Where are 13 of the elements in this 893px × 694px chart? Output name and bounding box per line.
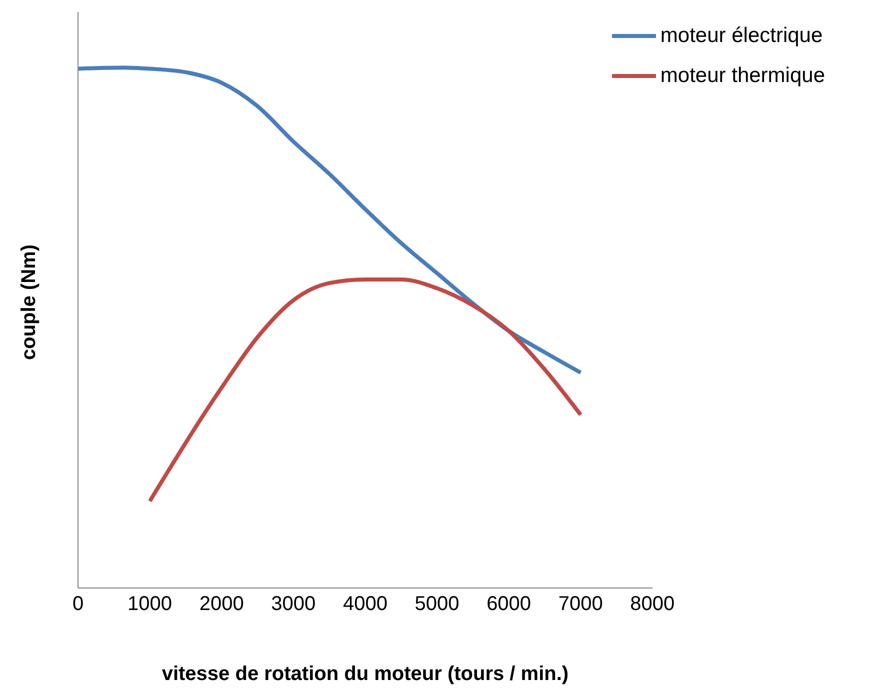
x-tick-label: 1000 <box>128 593 172 616</box>
x-tick-label: 3000 <box>271 593 316 616</box>
x-tick-label: 8000 <box>630 593 675 616</box>
legend-label: moteur thermique <box>660 63 825 89</box>
legend-label: moteur électrique <box>660 23 823 49</box>
x-tick-label: 2000 <box>199 593 244 616</box>
x-tick-label: 4000 <box>342 593 388 616</box>
y-axis-title: couple (Nm) <box>18 244 40 360</box>
x-axis-title: vitesse de rotation du moteur (tours / min.) <box>162 663 569 685</box>
x-tick-label: 6000 <box>486 593 532 616</box>
x-tick-label: 7000 <box>558 593 603 616</box>
x-tick-label: 5000 <box>414 593 460 616</box>
x-tick-label: 0 <box>72 593 84 616</box>
